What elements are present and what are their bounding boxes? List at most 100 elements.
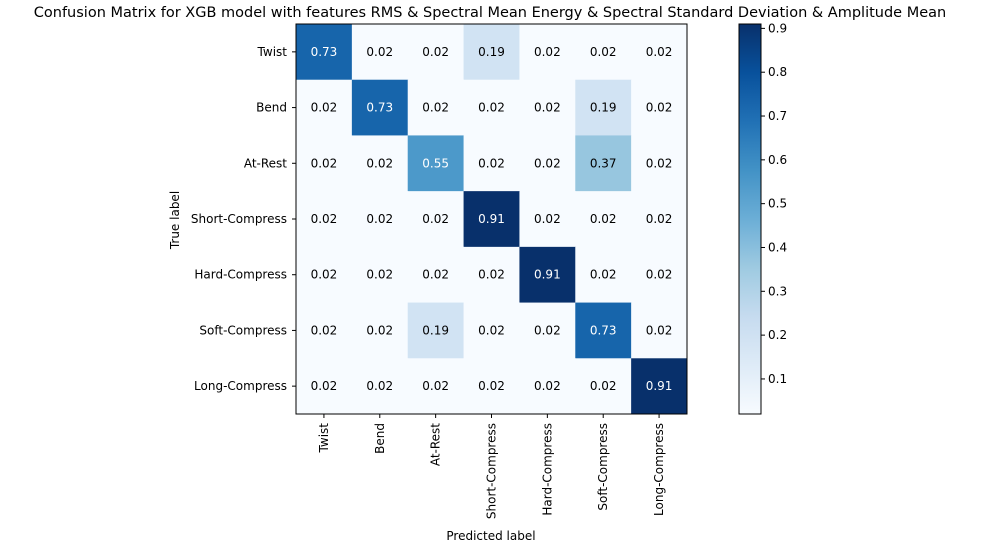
heatmap-cell <box>296 24 353 81</box>
cell-value-label: 0.02 <box>590 45 617 59</box>
x-tick-label: Short-Compress <box>485 423 499 519</box>
heatmap-cell <box>575 358 632 415</box>
heatmap-cell <box>407 358 465 415</box>
cell-value-label: 0.02 <box>534 101 561 115</box>
heatmap-cell <box>519 79 576 136</box>
heatmap-cell <box>463 246 520 304</box>
heatmap-cell <box>631 191 688 248</box>
heatmap-cells <box>296 24 688 415</box>
heatmap-cell <box>407 302 465 359</box>
heatmap-cell <box>296 246 353 304</box>
y-tick-label: At-Rest <box>244 156 287 170</box>
colorbar-tick-label: 0.8 <box>768 65 787 79</box>
cell-value-label: 0.02 <box>646 212 673 226</box>
cell-value-label: 0.37 <box>590 156 617 170</box>
colorbar-tick-label: 0.7 <box>768 109 787 123</box>
cell-value-label: 0.02 <box>311 323 338 337</box>
x-axis: Twist Bend At-Rest Short-Compress Hard-Compr… <box>317 414 666 519</box>
heatmap-cell <box>463 191 520 248</box>
cell-value-label: 0.02 <box>311 268 338 282</box>
heatmap-cell <box>296 302 353 359</box>
heatmap-cell <box>519 246 576 304</box>
colorbar-tick-label: 0.3 <box>768 284 787 298</box>
heatmap-cell <box>631 79 688 136</box>
cell-value-label: 0.02 <box>366 379 393 393</box>
cell-value-label: 0.02 <box>366 268 393 282</box>
cell-value-label: 0.02 <box>366 323 393 337</box>
heatmap-cell <box>296 358 353 415</box>
heatmap-cell <box>463 135 520 192</box>
colorbar-tick-label: 0.5 <box>768 197 787 211</box>
colorbar-tick-label: 0.9 <box>768 21 787 35</box>
heatmap-cell <box>631 302 688 359</box>
y-tick-label: Short-Compress <box>191 212 287 226</box>
x-tick-label: Soft-Compress <box>596 423 610 511</box>
heatmap-cell-labels: 0.73 0.02 0.02 0.19 0.02 0.02 0.02 0.02 0.73 0.02… <box>311 45 673 393</box>
cell-value-label: 0.73 <box>311 45 338 59</box>
x-tick-label: Hard-Compress <box>540 423 554 516</box>
heatmap-cell <box>463 358 520 415</box>
heatmap-cell <box>519 191 576 248</box>
heatmap-cell <box>463 79 520 136</box>
heatmap-cell <box>407 24 465 81</box>
cell-value-label: 0.02 <box>422 101 449 115</box>
y-tick-label: Bend <box>256 101 287 115</box>
cell-value-label: 0.02 <box>478 379 505 393</box>
heatmap-cell <box>519 358 576 415</box>
x-tick-label: Long-Compress <box>652 423 666 516</box>
cell-value-label: 0.02 <box>478 101 505 115</box>
heatmap-cell <box>407 246 465 304</box>
heatmap-cell <box>519 135 576 192</box>
heatmap-cell <box>351 191 409 248</box>
cell-value-label: 0.19 <box>590 101 617 115</box>
heatmap-cell <box>519 24 576 81</box>
cell-value-label: 0.91 <box>478 212 505 226</box>
cell-value-label: 0.02 <box>534 379 561 393</box>
heatmap-cell <box>351 358 409 415</box>
y-axis: Twist Bend At-Rest Short-Compress Hard-Compr… <box>191 45 296 393</box>
x-tick-label: At-Rest <box>429 423 443 466</box>
cell-value-label: 0.02 <box>311 212 338 226</box>
heatmap-cell <box>463 24 520 81</box>
colorbar-tick-label: 0.4 <box>768 240 787 254</box>
cell-value-label: 0.02 <box>422 212 449 226</box>
x-axis-label: Predicted label <box>446 529 535 543</box>
cell-value-label: 0.91 <box>646 379 673 393</box>
heatmap-cell <box>631 24 688 81</box>
heatmap-cell <box>407 79 465 136</box>
y-tick-label: Soft-Compress <box>199 323 287 337</box>
cell-value-label: 0.02 <box>311 156 338 170</box>
cell-value-label: 0.02 <box>590 379 617 393</box>
cell-value-label: 0.02 <box>478 268 505 282</box>
cell-value-label: 0.73 <box>590 323 617 337</box>
colorbar-tick-label: 0.1 <box>768 372 787 386</box>
cell-value-label: 0.02 <box>422 45 449 59</box>
y-tick-label: Hard-Compress <box>194 268 287 282</box>
colorbar-tick-label: 0.2 <box>768 328 787 342</box>
cell-value-label: 0.02 <box>646 45 673 59</box>
cell-value-label: 0.02 <box>646 323 673 337</box>
cell-value-label: 0.19 <box>478 45 505 59</box>
colorbar-ticks: 0.1 0.2 0.3 0.4 0.5 0.6 0.7 0.8 0.9 <box>761 21 787 386</box>
heatmap-cell <box>631 246 688 304</box>
heatmap-cell <box>575 302 632 359</box>
x-tick-label: Twist <box>317 423 331 454</box>
cell-value-label: 0.02 <box>590 212 617 226</box>
heatmap-cell <box>631 358 688 415</box>
heatmap-cell <box>407 135 465 192</box>
cell-value-label: 0.02 <box>311 101 338 115</box>
cell-value-label: 0.02 <box>366 212 393 226</box>
cell-value-label: 0.02 <box>590 268 617 282</box>
chart-title: Confusion Matrix for XGB model with feat… <box>34 5 946 21</box>
heatmap-cell <box>351 135 409 192</box>
heatmap-cell <box>351 246 409 304</box>
cell-value-label: 0.19 <box>422 323 449 337</box>
heatmap-cell <box>575 24 632 81</box>
cell-value-label: 0.02 <box>311 379 338 393</box>
heatmap-cell <box>351 24 409 81</box>
heatmap-cell <box>296 191 353 248</box>
cell-value-label: 0.02 <box>534 212 561 226</box>
cell-value-label: 0.02 <box>646 268 673 282</box>
x-tick-label: Bend <box>373 423 387 454</box>
